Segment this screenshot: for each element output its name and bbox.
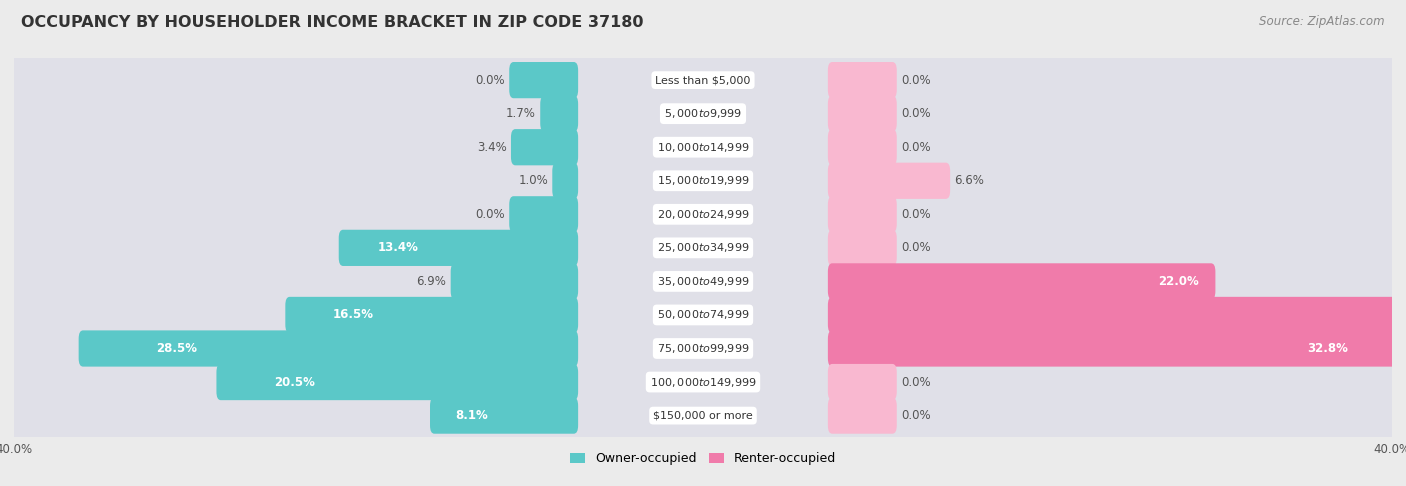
Text: 0.0%: 0.0% [901,409,931,422]
FancyBboxPatch shape [0,87,1406,140]
Text: 16.5%: 16.5% [332,309,373,321]
FancyBboxPatch shape [0,389,1406,442]
Text: 28.5%: 28.5% [156,342,198,355]
FancyBboxPatch shape [828,364,897,400]
FancyBboxPatch shape [79,330,578,366]
FancyBboxPatch shape [217,364,578,400]
Text: 0.0%: 0.0% [901,107,931,120]
Text: 22.0%: 22.0% [1159,275,1199,288]
FancyBboxPatch shape [509,196,578,232]
FancyBboxPatch shape [0,121,1406,174]
Text: 1.7%: 1.7% [506,107,536,120]
FancyBboxPatch shape [285,297,578,333]
FancyBboxPatch shape [0,356,1406,408]
Text: 0.0%: 0.0% [901,141,931,154]
Text: $20,000 to $24,999: $20,000 to $24,999 [657,208,749,221]
FancyBboxPatch shape [451,263,578,299]
Text: 0.0%: 0.0% [901,242,931,254]
Text: $50,000 to $74,999: $50,000 to $74,999 [657,309,749,321]
Text: Less than $5,000: Less than $5,000 [655,75,751,85]
Text: 0.0%: 0.0% [475,73,505,87]
Text: 3.4%: 3.4% [477,141,506,154]
FancyBboxPatch shape [0,255,1406,308]
Text: Source: ZipAtlas.com: Source: ZipAtlas.com [1260,15,1385,28]
FancyBboxPatch shape [828,62,897,98]
FancyBboxPatch shape [509,62,578,98]
Text: 0.0%: 0.0% [901,73,931,87]
Text: 6.9%: 6.9% [416,275,446,288]
FancyBboxPatch shape [828,263,1215,299]
FancyBboxPatch shape [0,54,1406,106]
Text: $25,000 to $34,999: $25,000 to $34,999 [657,242,749,254]
FancyBboxPatch shape [510,129,578,165]
FancyBboxPatch shape [828,129,897,165]
FancyBboxPatch shape [828,230,897,266]
Text: $100,000 to $149,999: $100,000 to $149,999 [650,376,756,388]
FancyBboxPatch shape [0,188,1406,241]
FancyBboxPatch shape [828,297,1406,333]
Legend: Owner-occupied, Renter-occupied: Owner-occupied, Renter-occupied [569,452,837,465]
Text: 6.6%: 6.6% [955,174,984,187]
Text: $5,000 to $9,999: $5,000 to $9,999 [664,107,742,120]
FancyBboxPatch shape [430,398,578,434]
FancyBboxPatch shape [828,96,897,132]
FancyBboxPatch shape [0,289,1406,341]
Text: $75,000 to $99,999: $75,000 to $99,999 [657,342,749,355]
Text: $150,000 or more: $150,000 or more [654,411,752,420]
FancyBboxPatch shape [553,163,578,199]
Text: $15,000 to $19,999: $15,000 to $19,999 [657,174,749,187]
FancyBboxPatch shape [0,322,1406,375]
Text: 1.0%: 1.0% [519,174,548,187]
Text: OCCUPANCY BY HOUSEHOLDER INCOME BRACKET IN ZIP CODE 37180: OCCUPANCY BY HOUSEHOLDER INCOME BRACKET … [21,15,644,30]
Text: 32.8%: 32.8% [1308,342,1348,355]
FancyBboxPatch shape [828,163,950,199]
Text: 8.1%: 8.1% [456,409,488,422]
FancyBboxPatch shape [828,196,897,232]
FancyBboxPatch shape [828,330,1402,366]
Text: 20.5%: 20.5% [274,376,315,388]
FancyBboxPatch shape [0,222,1406,274]
FancyBboxPatch shape [0,155,1406,207]
Text: 0.0%: 0.0% [475,208,505,221]
Text: 13.4%: 13.4% [378,242,419,254]
FancyBboxPatch shape [828,398,897,434]
FancyBboxPatch shape [339,230,578,266]
Text: 0.0%: 0.0% [901,376,931,388]
Text: 0.0%: 0.0% [901,208,931,221]
Text: $35,000 to $49,999: $35,000 to $49,999 [657,275,749,288]
FancyBboxPatch shape [540,96,578,132]
Text: $10,000 to $14,999: $10,000 to $14,999 [657,141,749,154]
